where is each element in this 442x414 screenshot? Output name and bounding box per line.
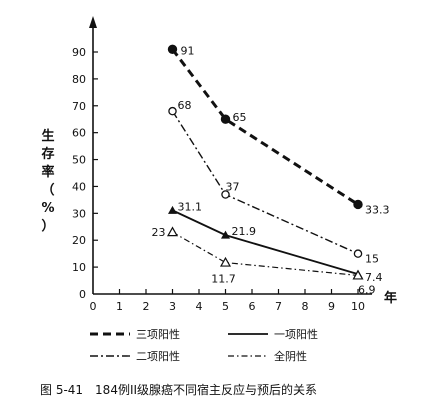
series-4: 23 11.7 6.9: [152, 226, 376, 296]
series-line: [172, 209, 359, 275]
series-1: 91 65 33.3: [167, 44, 390, 216]
x-tick-label: 10: [351, 300, 365, 313]
data-label: 21.9: [232, 225, 257, 238]
y-tick-label: 90: [72, 46, 86, 59]
series-line: [171, 110, 359, 255]
data-label: 15: [365, 253, 379, 266]
data-label: 65: [233, 111, 247, 124]
y-tick-label: 60: [72, 127, 86, 140]
data-point: [167, 44, 178, 55]
data-label: 11.7: [211, 273, 236, 286]
legend-item: 一项阳性: [228, 327, 318, 341]
y-tick-label: 30: [72, 207, 86, 220]
data-point: [353, 199, 363, 210]
y-axis-arrow: [89, 16, 97, 28]
x-tick-label: 4: [196, 300, 203, 313]
x-tick-label: 1: [116, 300, 123, 313]
legend-item: 三项阳性: [90, 327, 180, 341]
data-point: [219, 256, 232, 267]
data-point: [353, 249, 363, 258]
x-tick-label: 9: [328, 300, 335, 313]
data-point: [352, 269, 364, 280]
data-point: [168, 106, 177, 116]
x-tick-label: 3: [169, 300, 176, 313]
data-label: 7.4: [365, 271, 383, 284]
legend-label: 全阴性: [274, 349, 307, 363]
series-line: [171, 48, 359, 206]
data-label: 6.9: [358, 283, 376, 296]
data-point: [166, 226, 179, 237]
data-point: [220, 114, 231, 124]
x-tick-label: 6: [249, 300, 256, 313]
legend-label: 二项阳性: [136, 349, 180, 363]
series-2: 68 37 15: [168, 99, 379, 266]
x-tick-label: 8: [302, 300, 309, 313]
x-tick-label: 7: [275, 300, 282, 313]
y-tick-label: 40: [72, 180, 86, 193]
legend-label: 三项阳性: [136, 327, 180, 341]
y-tick-label: 80: [72, 73, 86, 86]
y-tick-label: 20: [72, 234, 86, 247]
series-line: [172, 231, 359, 277]
x-tick-label: 2: [143, 300, 150, 313]
data-label: 68: [178, 99, 192, 112]
axes: 年 生存率（%）: [41, 16, 397, 306]
y-tick-label: 10: [72, 261, 86, 274]
x-tick-label: 0: [90, 300, 97, 313]
data-point: [221, 230, 230, 239]
x-axis-label: 年: [384, 290, 397, 306]
y-tick-label: 0: [79, 288, 86, 301]
data-label: 31.1: [178, 200, 203, 213]
data-label: 33.3: [365, 203, 390, 216]
y-tick-label: 70: [72, 100, 86, 113]
legend-label: 一项阳性: [274, 327, 318, 341]
series-3: 31.1 21.9 7.4: [168, 200, 383, 284]
data-label: 37: [226, 181, 240, 194]
x-tick-label: 5: [222, 300, 229, 313]
series-group: 91 65 33.3 68 37 15 31.1 21.9 7.4 23 11.7 6.9: [152, 44, 390, 296]
y-tick-label: 50: [72, 154, 86, 167]
y-axis-label: 生存率（%）: [41, 128, 54, 234]
legend-item: 二项阳性: [90, 349, 180, 363]
legend-item: 全阴性: [228, 349, 307, 363]
data-point: [168, 205, 177, 214]
figure-caption: 图 5-41 184例II级腺癌不同宿主反应与预后的关系: [40, 382, 317, 397]
data-label: 23: [152, 226, 166, 239]
data-label: 91: [181, 44, 195, 57]
data-point: [221, 190, 230, 199]
